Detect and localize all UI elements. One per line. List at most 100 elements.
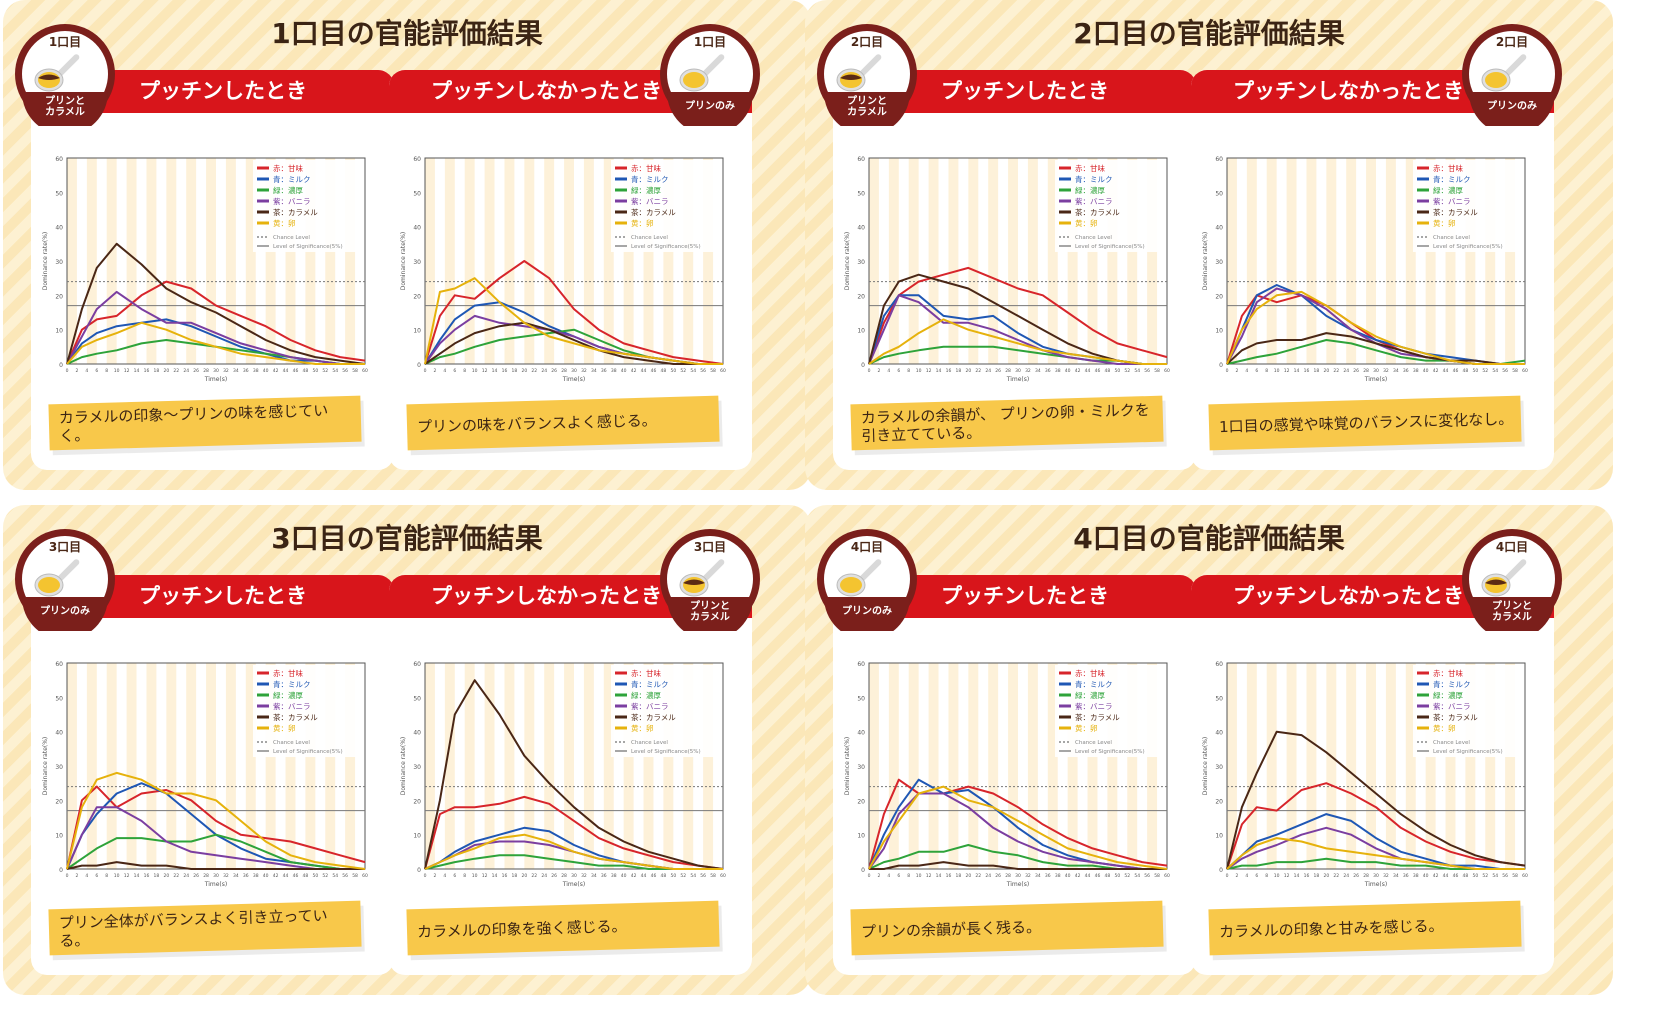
plot-frame (1226, 157, 1526, 365)
x-tick-label: 32 (223, 873, 229, 879)
x-tick-label: 52 (680, 368, 686, 374)
y-tick-label: 10 (413, 833, 421, 840)
x-axis-label: Time(s) (204, 881, 228, 888)
x-tick-label: 20 (521, 368, 527, 374)
x-tick-label: 16 (144, 873, 150, 879)
y-tick-label: 30 (55, 764, 63, 771)
x-tick-label: 24 (1343, 873, 1349, 879)
plot-stripe (126, 158, 137, 364)
card-pucchin: プッチンしたとき 0 10 20 30 40 50 60 0 2 4 6 8 10 12 14 16 18 20 22… (833, 575, 1196, 975)
legend-label-sweet: 赤：甘味 (631, 163, 661, 173)
y-tick-label: 50 (413, 190, 421, 197)
y-axis-label: Dominance rate(%) (844, 232, 851, 291)
x-tick-label: 60 (362, 368, 368, 374)
x-tick-label: 0 (868, 368, 871, 374)
y-tick-label: 0 (861, 867, 865, 874)
x-tick-label: 42 (273, 368, 279, 374)
plot-stripe (504, 158, 515, 364)
x-tick-label: 28 (1005, 368, 1011, 374)
y-tick-label: 60 (413, 156, 421, 163)
y-tick-label: 50 (1215, 190, 1223, 197)
plot-stripe (1286, 158, 1297, 364)
plot-stripe (623, 663, 634, 869)
x-tick-label: 56 (1144, 873, 1150, 879)
legend-label-milk: 青：ミルク (1075, 679, 1113, 689)
banner-label: プッチンしたとき (941, 584, 1109, 608)
x-tick-label: 12 (1284, 873, 1290, 879)
legend-label-chance: Chance Level (1075, 235, 1112, 241)
series-line-egg (424, 833, 723, 870)
y-tick-label: 30 (413, 764, 421, 771)
y-tick-label: 30 (413, 259, 421, 266)
plot-stripe (908, 158, 919, 364)
x-tick-label: 52 (322, 873, 328, 879)
x-tick-label: 2 (433, 873, 436, 879)
y-tick-label: 50 (1215, 695, 1223, 702)
x-tick-label: 24 (183, 873, 189, 879)
x-tick-label: 28 (203, 873, 209, 879)
plot-stripe (225, 663, 236, 869)
plot-stripe (1047, 663, 1058, 869)
x-tick-label: 50 (1472, 873, 1478, 879)
caption-text: プリン全体がバランスよく引き立っている。 (58, 906, 328, 951)
x-tick-label: 4 (443, 368, 446, 374)
plot-stripe (464, 158, 475, 364)
badge-type-label: プリンのみ (40, 604, 90, 617)
x-tick-label: 46 (1453, 368, 1459, 374)
plot-stripe (106, 663, 117, 869)
x-tick-label: 48 (661, 368, 667, 374)
x-tick-label: 60 (720, 368, 726, 374)
plot-stripe (1485, 663, 1496, 869)
x-tick-label: 58 (1512, 873, 1518, 879)
y-tick-label: 20 (857, 798, 865, 805)
x-tick-label: 34 (1393, 368, 1399, 374)
x-tick-label: 54 (1134, 368, 1140, 374)
x-tick-label: 46 (651, 873, 657, 879)
legend-box (253, 665, 359, 757)
x-tick-label: 24 (985, 873, 991, 879)
plot-stripe (928, 158, 939, 364)
plot-stripe (948, 158, 959, 364)
plot-stripe (1047, 158, 1058, 364)
caption-note: カラメルの印象～プリンの味を感じていく。 (48, 395, 362, 451)
series-line-egg (424, 277, 723, 365)
caption-text: カラメルの印象～プリンの味を感じていく。 (58, 401, 329, 446)
x-tick-label: 52 (1482, 873, 1488, 879)
y-tick-label: 20 (413, 798, 421, 805)
x-tick-label: 16 (946, 873, 952, 879)
x-tick-label: 12 (482, 873, 488, 879)
series-line-egg (868, 785, 1168, 870)
x-tick-label: 16 (144, 368, 150, 374)
legend-label-caramel: 茶：カラメル (631, 712, 676, 722)
legend-label-chance: Chance Level (1433, 235, 1470, 241)
x-tick-label: 22 (173, 873, 179, 879)
plot-stripe (663, 158, 674, 364)
spoon-badge: 4口目 プリンのみ (815, 527, 919, 640)
x-tick-label: 34 (233, 873, 239, 879)
plot-stripe (1147, 663, 1158, 869)
x-tick-label: 26 (551, 368, 557, 374)
legend-label-vanilla: 紫：バニラ (1433, 702, 1471, 711)
x-tick-label: 28 (1363, 368, 1369, 374)
legend-label-egg: 黄：卵 (1433, 218, 1456, 228)
spoon-badge: 4口目 プリンと カラメル (1460, 527, 1564, 640)
plot-stripe (1127, 663, 1138, 869)
x-tick-label: 18 (1314, 368, 1320, 374)
x-tick-label: 56 (1144, 368, 1150, 374)
banner-label: プッチンしたとき (139, 79, 307, 103)
series-line-caramel (424, 679, 724, 870)
plot-stripe (345, 158, 356, 364)
x-axis-label: Time(s) (204, 376, 228, 383)
plot-stripe (1326, 158, 1337, 364)
badge-type-label: プリンのみ (842, 604, 892, 617)
series-line-egg (1226, 837, 1525, 870)
legend-label-vanilla: 紫：バニラ (631, 702, 669, 711)
legend-label-vanilla: 紫：バニラ (631, 197, 669, 206)
series-line-sweet (868, 266, 1168, 365)
x-tick-label: 28 (203, 368, 209, 374)
x-tick-label: 30 (1015, 368, 1021, 374)
x-tick-label: 50 (670, 873, 676, 879)
plot-stripe (564, 663, 574, 869)
x-tick-label: 50 (312, 368, 318, 374)
